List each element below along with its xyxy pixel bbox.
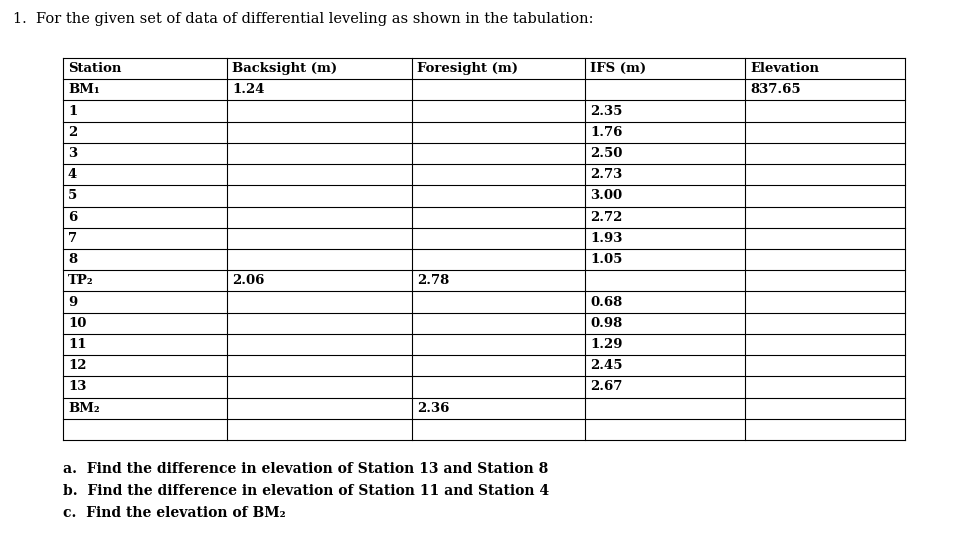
Text: 2.06: 2.06: [233, 275, 265, 287]
Text: 2.35: 2.35: [590, 105, 622, 118]
Text: 2.45: 2.45: [590, 359, 622, 372]
Text: 10: 10: [68, 317, 86, 330]
Text: 1.29: 1.29: [590, 338, 622, 351]
Text: 12: 12: [68, 359, 86, 372]
Text: 3: 3: [68, 147, 78, 160]
Text: 9: 9: [68, 295, 78, 309]
Text: 1.24: 1.24: [233, 83, 265, 96]
Text: 0.98: 0.98: [590, 317, 622, 330]
Text: 2.67: 2.67: [590, 380, 622, 393]
Text: BM₁: BM₁: [68, 83, 100, 96]
Text: 1.93: 1.93: [590, 232, 622, 245]
Text: 1.05: 1.05: [590, 253, 622, 266]
Text: 1.  For the given set of data of differential leveling as shown in the tabulatio: 1. For the given set of data of differen…: [13, 12, 593, 26]
Text: 7: 7: [68, 232, 78, 245]
Text: 4: 4: [68, 168, 78, 181]
Text: BM₂: BM₂: [68, 402, 100, 415]
Text: 2.50: 2.50: [590, 147, 622, 160]
Text: Backsight (m): Backsight (m): [233, 62, 337, 75]
Text: 2.73: 2.73: [590, 168, 622, 181]
Text: 2.78: 2.78: [418, 275, 450, 287]
Text: 13: 13: [68, 380, 86, 393]
Text: 0.68: 0.68: [590, 295, 622, 309]
Text: 8: 8: [68, 253, 78, 266]
Text: 2.72: 2.72: [590, 210, 622, 224]
Text: 3.00: 3.00: [590, 190, 622, 202]
Text: Station: Station: [68, 62, 121, 75]
Text: a.  Find the difference in elevation of Station 13 and Station 8: a. Find the difference in elevation of S…: [63, 462, 548, 476]
Text: 1.76: 1.76: [590, 126, 622, 139]
Text: c.  Find the elevation of BM₂: c. Find the elevation of BM₂: [63, 506, 286, 520]
Text: Foresight (m): Foresight (m): [418, 62, 518, 75]
Text: 2.36: 2.36: [418, 402, 450, 415]
Text: 2: 2: [68, 126, 78, 139]
Text: 1: 1: [68, 105, 78, 118]
Text: 6: 6: [68, 210, 78, 224]
Text: 837.65: 837.65: [750, 83, 800, 96]
Text: b.  Find the difference in elevation of Station 11 and Station 4: b. Find the difference in elevation of S…: [63, 484, 549, 498]
Text: TP₂: TP₂: [68, 275, 94, 287]
Text: IFS (m): IFS (m): [590, 62, 646, 75]
Text: 11: 11: [68, 338, 86, 351]
Text: 5: 5: [68, 190, 78, 202]
Text: Elevation: Elevation: [750, 62, 819, 75]
